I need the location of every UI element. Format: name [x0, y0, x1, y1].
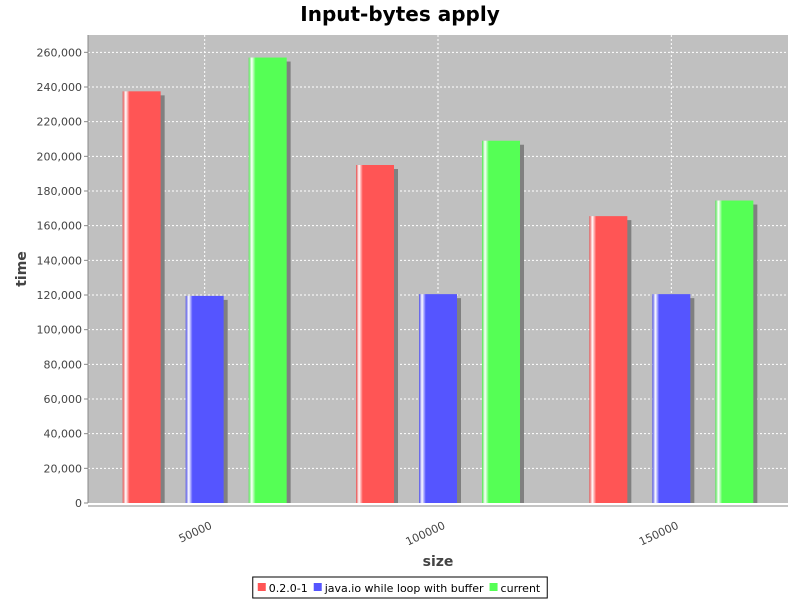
x-ticks: 50000 100000 150000: [177, 519, 681, 549]
y-tick-label: 0: [75, 497, 82, 510]
y-tick-label: 240,000: [37, 81, 83, 94]
bar: [652, 294, 691, 503]
chart-title: Input-bytes apply: [300, 2, 499, 26]
bar: [122, 91, 161, 503]
legend-item-label: 0.2.0-1: [269, 582, 308, 595]
y-tick-label: 80,000: [44, 358, 83, 371]
legend-item-label: java.io while loop with buffer: [324, 582, 484, 595]
y-tick-label: 140,000: [37, 254, 83, 267]
y-ticks: 0 20,000 40,000 60,000 80,000 100,000 120,000 1…: [37, 46, 88, 510]
legend: 0.2.0-1 java.io while loop with buffer cur…: [252, 576, 548, 599]
y-tick-label: 40,000: [44, 428, 83, 441]
y-tick-label: 260,000: [37, 46, 83, 59]
x-tick-label: 150000: [637, 519, 681, 549]
y-tick-label: 20,000: [44, 462, 83, 475]
bar: [248, 57, 287, 504]
y-tick-label: 180,000: [37, 185, 83, 198]
bars: [122, 57, 758, 504]
x-tick-label: 100000: [404, 519, 448, 549]
legend-box: [252, 576, 548, 599]
bar: [589, 216, 628, 503]
legend-swatch: [313, 583, 322, 591]
legend-swatch: [489, 583, 498, 591]
bar: [185, 295, 224, 503]
y-tick-label: 160,000: [37, 220, 83, 233]
y-axis-label: time: [14, 251, 30, 287]
y-tick-label: 100,000: [37, 324, 83, 337]
y-tick-label: 60,000: [44, 393, 83, 406]
bar: [356, 165, 394, 503]
legend-item-label: current: [501, 582, 541, 595]
y-tick-label: 220,000: [37, 116, 83, 129]
bar: [482, 140, 520, 503]
x-tick-label: 50000: [177, 519, 214, 546]
y-tick-label: 200,000: [37, 150, 83, 163]
bar: [715, 200, 754, 504]
x-axis-label: size: [423, 554, 454, 570]
y-tick-label: 120,000: [37, 289, 83, 302]
legend-swatch: [257, 583, 266, 591]
bar: [419, 294, 457, 503]
